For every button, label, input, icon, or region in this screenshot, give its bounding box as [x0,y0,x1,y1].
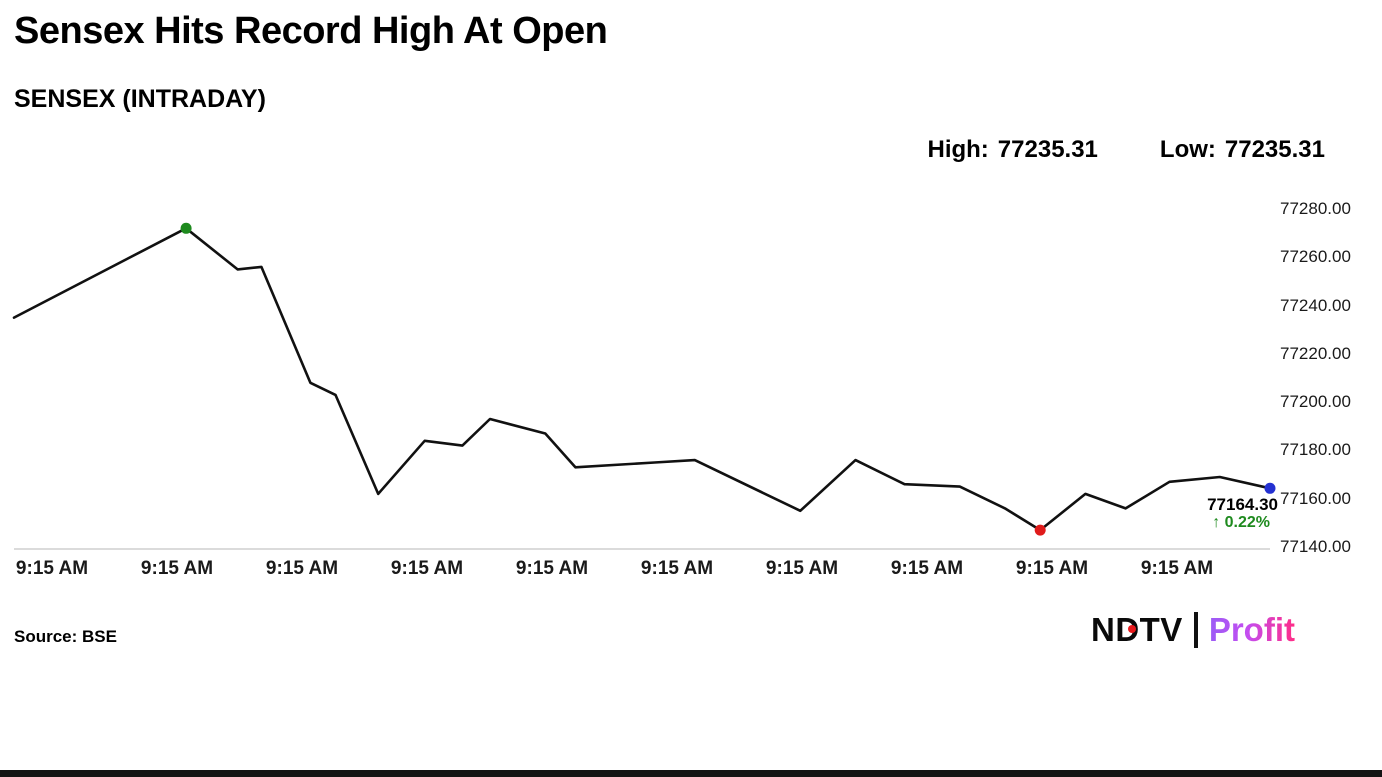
x-tick-label: 9:15 AM [1140,558,1214,579]
low-stat: Low: 77235.31 [1160,136,1325,164]
logo-divider [1193,612,1198,648]
change-percent-label: ↑ 0.22% [1212,514,1270,531]
y-tick-label: 77220.00 [1280,343,1351,363]
y-tick-label: 77260.00 [1280,247,1351,267]
high-stat: High: 77235.31 [927,136,1097,164]
ndtv-wordmark: NDTV [1091,611,1183,649]
last-value-label: 77164.30 [1207,495,1278,514]
ndtv-text: NDTV [1090,611,1183,648]
y-tick-label: 77180.00 [1280,440,1351,460]
x-tick-label: 9:15 AM [890,558,964,579]
y-tick-label: 77280.00 [1280,199,1351,218]
intraday-line-chart [12,195,1276,615]
low-value: 77235.31 [1224,136,1325,163]
page-title: Sensex Hits Record High At Open [14,10,608,52]
chart-subtitle: SENSEX (INTRADAY) [14,85,266,113]
x-tick-label: 9:15 AM [1015,558,1089,579]
source-attribution: Source: BSE [14,627,117,646]
y-tick-label: 77240.00 [1280,295,1351,315]
y-tick-label: 77160.00 [1280,488,1351,508]
chart-canvas [12,222,1276,550]
high-label: High: [927,136,989,163]
ndtv-profit-logo: NDTV Profit [1091,611,1295,649]
x-tick-label: 9:15 AM [765,558,839,579]
x-tick-label: 9:15 AM [265,558,339,579]
profit-wordmark: Profit [1208,611,1295,648]
x-axis-labels: 9:15 AM 9:15 AM 9:15 AM 9:15 AM 9:15 AM 9:15 … [14,558,1270,588]
high-low-stats: High: 77235.31 Low: 77235.31 [927,136,1325,164]
x-tick-label: 9:15 AM [640,558,714,579]
y-axis-labels: 77280.00 77260.00 77240.00 77220.00 77200.00… [1280,195,1380,567]
price-line [12,226,1272,532]
y-tick-label: 77140.00 [1280,537,1351,556]
high-marker-dot [180,222,192,234]
bottom-bar [0,770,1382,777]
ndtv-red-dot-icon [1127,625,1136,633]
low-marker-dot [1034,524,1046,536]
high-value: 77235.31 [997,136,1098,163]
x-tick-label: 9:15 AM [390,558,464,579]
low-label: Low: [1159,136,1216,163]
x-tick-label: 9:15 AM [515,558,589,579]
y-tick-label: 77200.00 [1280,392,1351,412]
last-marker-dot [1264,482,1276,494]
x-tick-label: 9:15 AM [15,558,89,579]
x-tick-label: 9:15 AM [140,558,214,579]
